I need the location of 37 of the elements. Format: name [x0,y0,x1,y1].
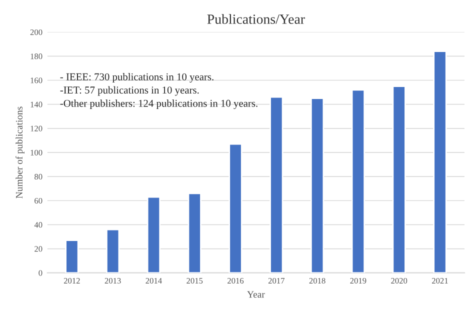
x-tick-label: 2018 [309,278,326,284]
bar [433,50,447,273]
y-axis-title: Number of publications [16,106,24,198]
y-tick-label: 180 [30,54,42,60]
x-tick-label: 2017 [268,278,284,284]
y-tick-label: 40 [34,222,42,228]
x-tick-label: 2016 [228,278,244,284]
x-tick-label: 2015 [186,278,203,284]
bar [65,240,79,273]
y-tick-label: 20 [34,246,42,252]
bar [188,192,202,273]
bar [310,98,324,273]
y-tick-label: 140 [30,102,42,108]
x-tick-label: 2013 [104,278,121,284]
y-tick-label: 100 [30,150,42,156]
x-tick-label: 2021 [432,278,448,284]
bar [392,86,406,273]
x-tick-label: 2020 [391,278,408,284]
annotation: - IEEE: 730 publications in 10 years. [60,73,214,83]
y-tick-label: 120 [30,126,42,132]
bar [228,143,242,273]
annotation: -Other publishers: 124 publications in 10 years. [60,100,258,109]
y-tick-label: 200 [30,29,42,36]
x-tick-label: 2012 [64,278,80,284]
bar [146,196,161,273]
annotation: -IET: 57 publications in 10 years. [60,86,199,96]
bar [106,228,120,273]
x-axis-title: Year [247,291,265,298]
y-tick-label: 0 [38,270,42,276]
y-tick-label: 60 [34,198,42,204]
y-tick-label: 80 [34,174,42,180]
y-tick-label: 160 [30,78,42,84]
x-tick-label: 2014 [146,278,162,284]
bar [351,89,366,273]
x-tick-label: 2019 [350,278,366,284]
chart-title: Publications/Year [207,14,305,24]
bar [270,96,284,273]
